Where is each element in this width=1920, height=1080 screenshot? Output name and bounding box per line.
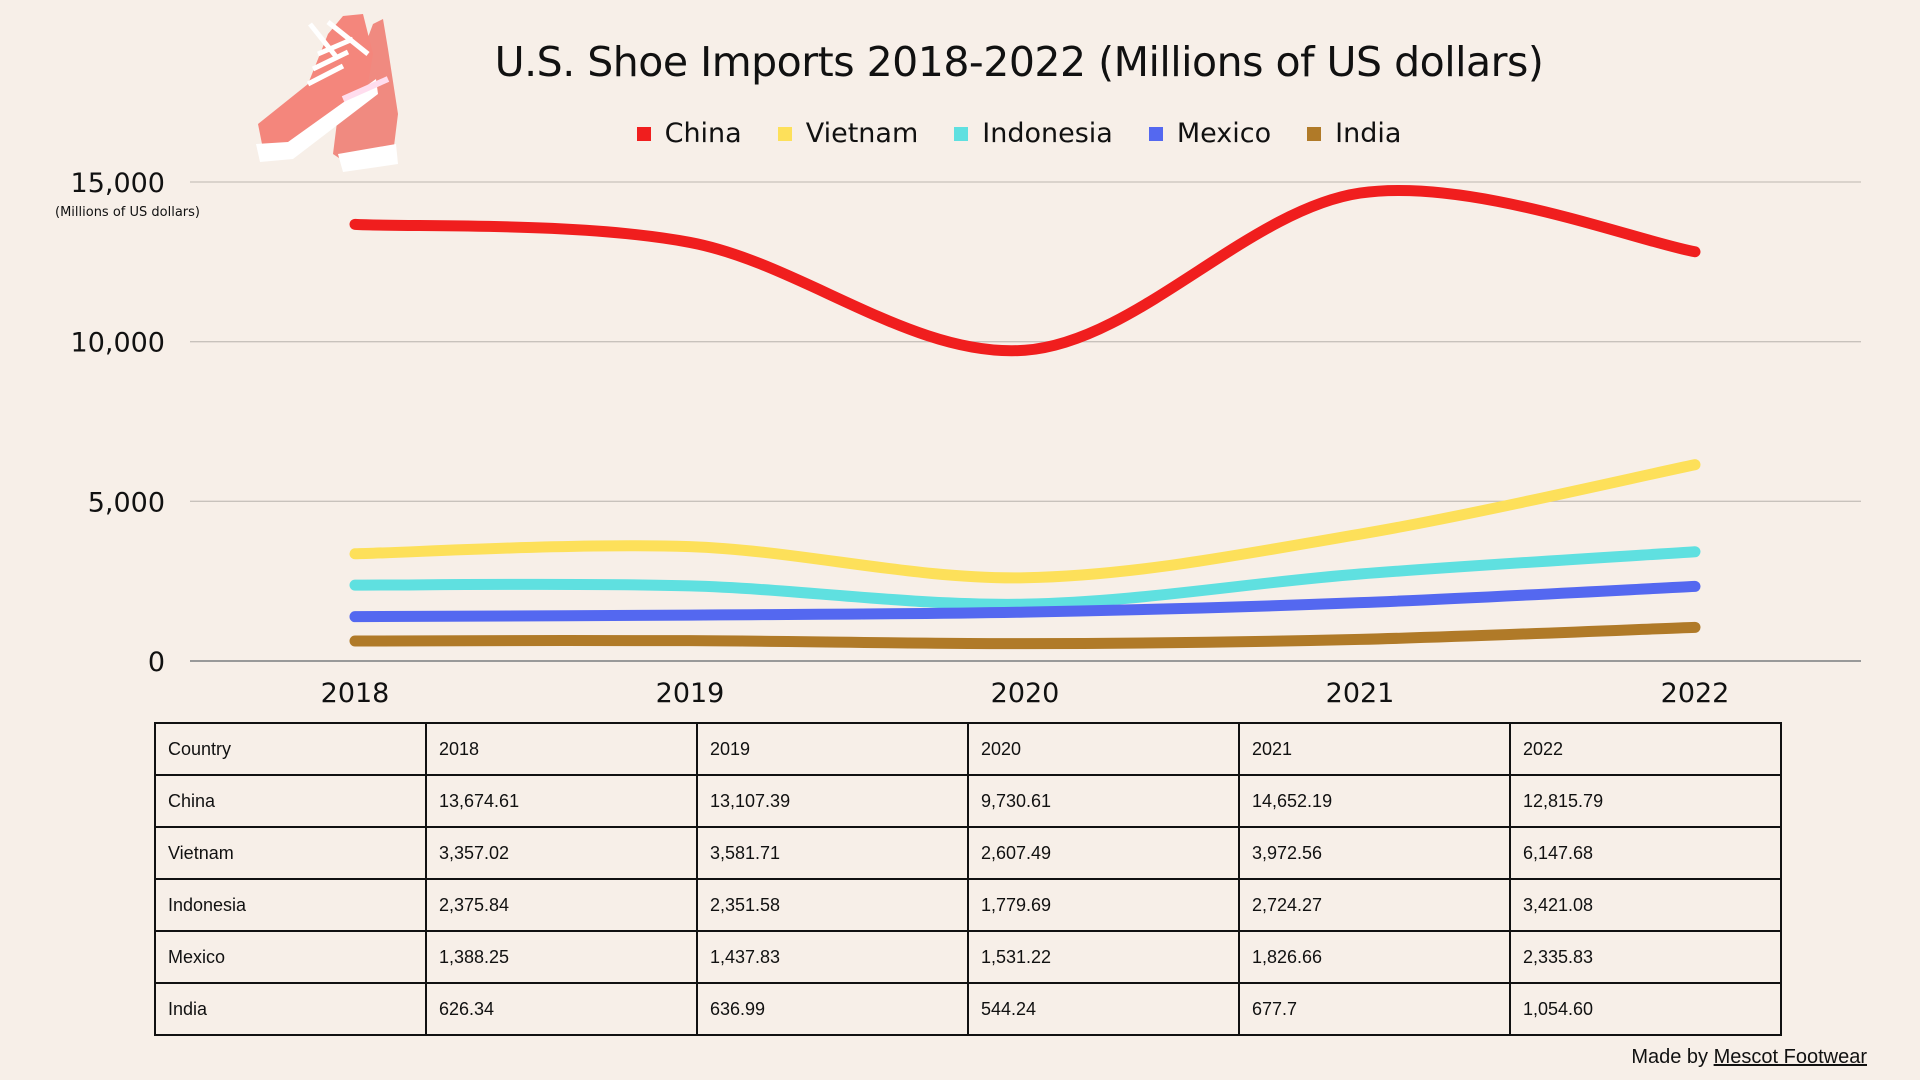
table-cell: 2,607.49 (967, 826, 1240, 880)
table-cell: 2,375.84 (425, 878, 698, 932)
x-tick-label: 2022 (1661, 678, 1730, 709)
series-line-mexico (349, 580, 1701, 623)
table-cell: 3,581.71 (696, 826, 969, 880)
x-tick-label: 2020 (991, 678, 1060, 709)
series-line-india (349, 621, 1701, 650)
table-cell: China (154, 774, 427, 828)
legend-label: Mexico (1176, 118, 1272, 149)
table-cell: 14,652.19 (1238, 774, 1511, 828)
data-table: Country 2018 2019 2020 2021 2022 China 13,674.6… (154, 722, 1782, 1036)
footer-prefix: Made by (1631, 1046, 1714, 1068)
table-cell: 2021 (1238, 722, 1511, 776)
table-cell: Indonesia (154, 878, 427, 932)
table-cell: 544.24 (967, 982, 1240, 1036)
legend-item-mexico: Mexico (1148, 118, 1272, 149)
table-cell: 1,826.66 (1238, 930, 1511, 984)
table-cell: 1,779.69 (967, 878, 1240, 932)
legend-swatch (777, 126, 792, 141)
table-cell: 12,815.79 (1509, 774, 1782, 828)
table-cell: 626.34 (425, 982, 698, 1036)
table-cell: 3,972.56 (1238, 826, 1511, 880)
series-line-vietnam (349, 459, 1701, 584)
pink-sneakers-image (248, 4, 438, 183)
table-cell: 2,351.58 (696, 878, 969, 932)
legend-swatch (636, 126, 651, 141)
table-cell: 1,054.60 (1509, 982, 1782, 1036)
table-cell: Vietnam (154, 826, 427, 880)
y-tick-label: 5,000 (88, 487, 165, 518)
table-row: India 626.34 636.99 544.24 677.7 1,054.60 (154, 982, 1782, 1036)
legend-swatch (1148, 126, 1163, 141)
table-cell: Country (154, 722, 427, 776)
y-tick-label: 15,000 (71, 168, 165, 199)
table-cell: 2020 (967, 722, 1240, 776)
legend-item-china: China (636, 118, 742, 149)
table-row: Indonesia 2,375.84 2,351.58 1,779.69 2,724.2… (154, 878, 1782, 932)
x-tick-label: 2019 (656, 678, 725, 709)
legend-swatch (954, 126, 969, 141)
table-cell: 1,531.22 (967, 930, 1240, 984)
table-cell: 3,421.08 (1509, 878, 1782, 932)
table-cell: 3,357.02 (425, 826, 698, 880)
mescot-footwear-link[interactable]: Mescot Footwear (1713, 1046, 1867, 1068)
x-tick-label: 2021 (1326, 678, 1395, 709)
legend-label: China (664, 118, 742, 149)
series-line-indonesia (349, 546, 1701, 610)
table-row: China 13,674.61 13,107.39 9,730.61 14,652.19… (154, 774, 1782, 828)
table-row: Vietnam 3,357.02 3,581.71 2,607.49 3,972.56 6… (154, 826, 1782, 880)
table-cell: India (154, 982, 427, 1036)
line-chart: 0 5,000 10,000 15,000 2018 2019 2020 2021 2022 (71, 168, 1861, 709)
table-cell: 1,437.83 (696, 930, 969, 984)
table-cell: 13,674.61 (425, 774, 698, 828)
table-cell: 636.99 (696, 982, 969, 1036)
table-row: Mexico 1,388.25 1,437.83 1,531.22 1,826.66 2,… (154, 930, 1782, 984)
y-axis-label: (Millions of US dollars) (55, 205, 200, 220)
y-tick-label: 10,000 (71, 328, 165, 359)
chart-title: U.S. Shoe Imports 2018-2022 (Millions of… (494, 38, 1544, 86)
table-cell: 6,147.68 (1509, 826, 1782, 880)
series-line-china (349, 184, 1701, 357)
table-cell: 1,388.25 (425, 930, 698, 984)
legend-swatch (1307, 126, 1322, 141)
x-tick-label: 2018 (321, 678, 390, 709)
footer-credit: Made by Mescot Footwear (1631, 1046, 1867, 1069)
table-cell: 9,730.61 (967, 774, 1240, 828)
legend: China Vietnam Indonesia Mexico India (0, 118, 1920, 149)
table-cell: 2,335.83 (1509, 930, 1782, 984)
table-cell: 2022 (1509, 722, 1782, 776)
table-header-row: Country 2018 2019 2020 2021 2022 (154, 722, 1782, 776)
table-cell: 677.7 (1238, 982, 1511, 1036)
table-cell: Mexico (154, 930, 427, 984)
y-tick-label: 0 (148, 647, 165, 678)
table-cell: 2018 (425, 722, 698, 776)
legend-label: India (1335, 118, 1402, 149)
legend-item-india: India (1307, 118, 1401, 149)
legend-item-indonesia: Indonesia (954, 118, 1113, 149)
legend-item-vietnam: Vietnam (777, 118, 919, 149)
table-cell: 13,107.39 (696, 774, 969, 828)
legend-label: Vietnam (805, 118, 919, 149)
table-cell: 2019 (696, 722, 969, 776)
legend-label: Indonesia (982, 118, 1113, 149)
table-cell: 2,724.27 (1238, 878, 1511, 932)
